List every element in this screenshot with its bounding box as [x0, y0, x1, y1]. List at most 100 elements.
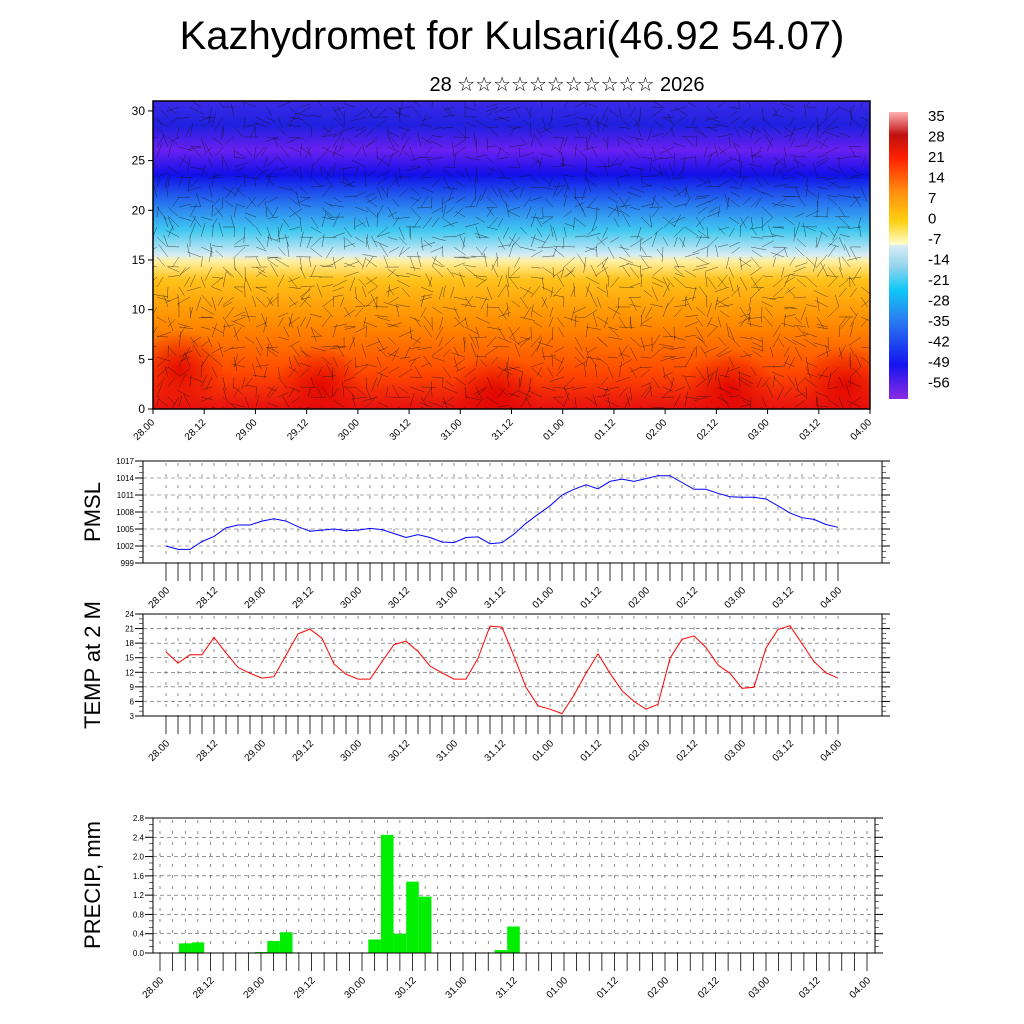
wind-barb: [603, 162, 609, 178]
wind-barb: [673, 336, 686, 341]
wind-barb: [717, 205, 721, 218]
wind-barb: [598, 338, 609, 348]
wind-barb: [536, 366, 543, 376]
wind-barb: [530, 362, 544, 368]
wind-barb: [640, 315, 642, 328]
wind-barb: [510, 266, 521, 277]
wind-barb: [574, 346, 585, 360]
wind-barb: [293, 354, 301, 368]
wind-barb: [563, 392, 570, 408]
wind-barb: [541, 176, 551, 185]
wind-barb: [748, 296, 752, 312]
wind-barb: [354, 256, 364, 268]
wind-barb: [628, 296, 642, 299]
wind-barb: [673, 186, 681, 197]
wind-barb: [187, 186, 202, 192]
x-tick-label: 28.00: [147, 585, 173, 611]
wind-barb: [739, 276, 748, 291]
wind-barb: [618, 286, 635, 288]
wind-barb: [718, 226, 730, 231]
wind-barb: [640, 175, 654, 178]
wind-barb: [761, 396, 767, 407]
wind-barb: [475, 136, 478, 153]
wind-barb: [409, 256, 416, 271]
wind-barb: [158, 244, 169, 258]
wind-barb: [695, 216, 706, 228]
wind-barb: [455, 196, 466, 204]
wind-barb: [537, 246, 554, 249]
wind-barb: [156, 358, 167, 368]
y-tick-label: 1014: [116, 474, 134, 483]
wind-barb: [860, 318, 868, 328]
wind-barb: [622, 212, 631, 228]
wind-barb: [787, 288, 796, 298]
wind-barb: [694, 129, 708, 138]
wind-barb: [332, 294, 344, 298]
wind-barb: [651, 406, 665, 409]
panel-frame: [142, 460, 883, 564]
wind-barb: [354, 286, 357, 300]
panel-frame: [142, 613, 883, 717]
wind-barb: [343, 326, 356, 328]
wind-barb: [649, 214, 653, 228]
wind-barb: [734, 126, 741, 138]
wind-barb: [267, 256, 279, 259]
wind-barb: [519, 316, 536, 321]
wind-barb: [387, 350, 397, 358]
wind-barb: [695, 366, 706, 381]
wind-barb: [234, 236, 246, 245]
wind-barb: [610, 276, 620, 288]
wind-barb: [739, 316, 748, 328]
wind-barb: [800, 306, 807, 321]
wind-barb: [855, 354, 862, 368]
wind-barb: [398, 106, 411, 110]
wind-barb: [756, 376, 763, 388]
wind-barb: [640, 344, 653, 348]
wind-barb: [430, 196, 433, 209]
x-tick-label: 28.00: [147, 738, 173, 764]
wind-barb: [279, 145, 290, 158]
wind-barb: [244, 176, 261, 180]
wind-barb: [717, 169, 727, 178]
wind-barb: [717, 304, 734, 308]
y-tick-label: 1002: [116, 542, 134, 551]
x-tick-label: 28.12: [183, 417, 209, 443]
wind-barb: [849, 146, 856, 157]
wind-barb: [431, 101, 433, 108]
wind-barb: [684, 197, 691, 208]
wind-barb: [310, 226, 322, 234]
wind-barb: [400, 356, 411, 359]
wind-barb: [255, 346, 261, 356]
wind-barb: [641, 266, 653, 270]
wind-barb: [392, 198, 400, 208]
wind-barb: [300, 362, 312, 368]
wind-barb: [847, 381, 862, 388]
wind-barb: [475, 166, 478, 183]
wind-barb: [362, 396, 378, 402]
wind-barb: [739, 225, 742, 238]
wind-barb: [409, 206, 420, 218]
wind-barb: [332, 296, 335, 308]
wind-barb: [321, 146, 331, 158]
wind-barb: [690, 346, 697, 357]
wind-barb: [505, 202, 510, 218]
wind-barb: [354, 386, 366, 396]
wind-barb: [376, 108, 387, 118]
wind-barb: [541, 126, 553, 134]
wind-barb: [749, 163, 763, 168]
wind-barb: [475, 397, 484, 408]
wind-barb: [602, 116, 609, 132]
x-tick-label: 01.00: [545, 975, 571, 1001]
wind-barb: [497, 388, 506, 398]
wind-barb: [189, 306, 191, 319]
wind-barb: [658, 164, 664, 178]
wind-barb: [596, 386, 610, 392]
wind-barb: [617, 296, 620, 309]
wind-barb: [829, 181, 840, 188]
wind-barb: [486, 226, 498, 230]
wind-barb: [827, 226, 835, 237]
wind-barb: [703, 146, 708, 158]
wind-barb: [705, 295, 708, 308]
wind-barb: [376, 316, 390, 322]
wind-barb: [277, 246, 287, 256]
